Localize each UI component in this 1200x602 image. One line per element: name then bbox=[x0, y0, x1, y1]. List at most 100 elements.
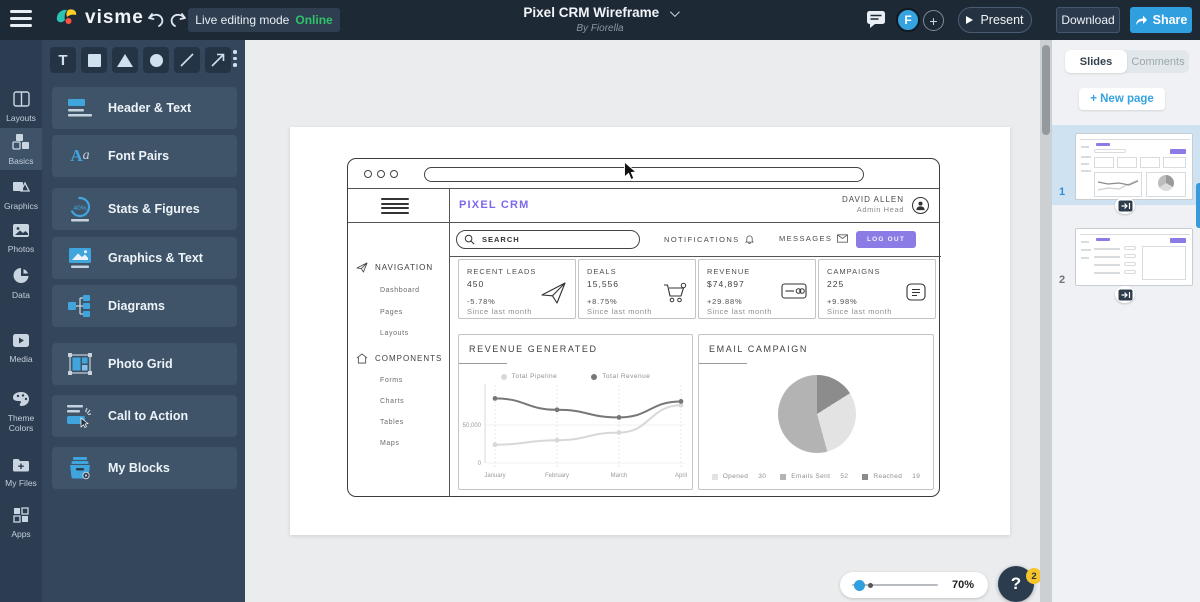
wireframe-nav-pages[interactable]: Pages bbox=[380, 309, 403, 316]
message-icon bbox=[906, 283, 926, 301]
title-underline bbox=[459, 363, 507, 364]
block-call-to-action[interactable]: Call to Action bbox=[52, 395, 237, 437]
wireframe-nav-tables[interactable]: Tables bbox=[380, 419, 404, 426]
block-photo-grid[interactable]: Photo Grid bbox=[52, 343, 237, 385]
zoom-slider-track[interactable] bbox=[852, 579, 938, 591]
tab-comments[interactable]: Comments bbox=[1131, 55, 1185, 68]
sidebar-item-basics[interactable]: Basics bbox=[0, 128, 42, 170]
wireframe-nav-dashboard[interactable]: Dashboard bbox=[380, 287, 420, 294]
photos-icon bbox=[13, 224, 29, 237]
chevron-down-icon[interactable] bbox=[669, 7, 680, 18]
document-title[interactable]: Pixel CRM Wireframe bbox=[523, 5, 660, 20]
sidebar-item-layouts[interactable]: Layouts bbox=[0, 86, 42, 126]
wireframe-user-avatar bbox=[912, 197, 929, 214]
user-avatar[interactable]: F bbox=[896, 8, 920, 32]
line-chart-legend: Total Pipeline Total Revenue bbox=[459, 373, 692, 380]
legend-swatch bbox=[862, 473, 869, 480]
text-tool-button[interactable]: T bbox=[50, 47, 76, 73]
slide-2-preview[interactable] bbox=[1075, 228, 1193, 286]
visme-logo-text: visme bbox=[85, 7, 144, 28]
stat-card-campaigns[interactable]: CAMPAIGNS 225 +9.98% Since last month bbox=[818, 259, 936, 319]
stat-card-deals[interactable]: DEALS 15,556 +8.75% Since last month bbox=[578, 259, 696, 319]
zoom-slider-handle[interactable] bbox=[854, 579, 865, 591]
scrollbar-thumb[interactable] bbox=[1042, 45, 1050, 135]
search-icon bbox=[464, 234, 475, 245]
svg-text:April: April bbox=[675, 473, 687, 479]
block-my-blocks[interactable]: My Blocks bbox=[52, 447, 237, 489]
wireframe-user-name: DAVID ALLEN bbox=[842, 195, 904, 204]
svg-text:January: January bbox=[484, 473, 505, 479]
tab-slides[interactable]: Slides bbox=[1065, 50, 1127, 73]
sidebar-item-media[interactable]: Media bbox=[0, 328, 42, 368]
sidebar-item-theme-colors[interactable]: Theme Colors bbox=[0, 386, 42, 438]
move-slide-button[interactable] bbox=[1115, 286, 1135, 303]
wireframe-nav-forms[interactable]: Forms bbox=[380, 377, 403, 384]
my-blocks-icon bbox=[52, 456, 108, 480]
hamburger-menu-icon[interactable] bbox=[10, 10, 32, 30]
legend-swatch bbox=[780, 473, 787, 480]
visme-logo[interactable]: visme bbox=[55, 7, 144, 29]
block-diagrams[interactable]: Diagrams bbox=[52, 285, 237, 327]
wireframe-nav-layouts[interactable]: Layouts bbox=[380, 330, 409, 337]
wireframe-dashboard[interactable]: PIXEL CRM DAVID ALLEN Admin Head SEARCH … bbox=[347, 158, 941, 497]
present-label: Present bbox=[980, 13, 1024, 27]
block-header-text[interactable]: Header & Text bbox=[52, 87, 237, 129]
triangle-icon bbox=[117, 53, 133, 67]
slide-thumbnail-1[interactable]: 1 bbox=[1052, 125, 1200, 205]
redo-button[interactable] bbox=[168, 10, 188, 30]
slide-1-preview[interactable] bbox=[1075, 133, 1193, 200]
pie-chart-legend: Opened 30 Emails Sent 52 Reached 19 bbox=[699, 473, 933, 480]
sidebar-item-my-files[interactable]: My Files bbox=[0, 452, 42, 492]
triangle-shape-button[interactable] bbox=[112, 47, 138, 73]
add-collaborator-button[interactable]: + bbox=[923, 10, 944, 31]
download-button[interactable]: Download bbox=[1056, 7, 1120, 33]
revenue-generated-card[interactable]: REVENUE GENERATED Total Pipeline Total R… bbox=[458, 334, 693, 490]
sidebar-item-apps[interactable]: Apps bbox=[0, 502, 42, 542]
home-icon bbox=[356, 353, 368, 364]
wireframe-nav-section-2: COMPONENTS bbox=[356, 353, 442, 364]
square-shape-button[interactable] bbox=[81, 47, 107, 73]
legend-swatch bbox=[711, 473, 718, 480]
move-slide-button[interactable] bbox=[1115, 197, 1135, 214]
vertical-scrollbar[interactable] bbox=[1040, 40, 1052, 602]
line-icon bbox=[180, 53, 194, 67]
line-tool-button[interactable] bbox=[174, 47, 200, 73]
undo-button[interactable] bbox=[146, 10, 166, 30]
stat-card-revenue[interactable]: REVENUE $74,897 +29.88% Since last month bbox=[698, 259, 816, 319]
wireframe-header: PIXEL CRM DAVID ALLEN Admin Head bbox=[348, 189, 939, 223]
share-button[interactable]: Share bbox=[1130, 7, 1192, 33]
circle-shape-button[interactable] bbox=[143, 47, 169, 73]
wireframe-search-input[interactable]: SEARCH bbox=[456, 230, 640, 249]
zoom-level: 70% bbox=[952, 579, 975, 591]
canvas-area[interactable]: PIXEL CRM DAVID ALLEN Admin Head SEARCH … bbox=[245, 40, 1040, 602]
pie-chart-title: EMAIL CAMPAIGN bbox=[709, 344, 808, 354]
wireframe-notifications[interactable]: NOTIFICATIONS bbox=[664, 234, 754, 244]
theme-colors-icon bbox=[13, 392, 29, 406]
play-icon bbox=[966, 16, 974, 24]
sidebar-item-data[interactable]: Data bbox=[0, 262, 42, 302]
wireframe-nav-charts[interactable]: Charts bbox=[380, 398, 405, 405]
slide-thumbnail-2[interactable]: 2 bbox=[1052, 218, 1200, 293]
stat-card-recent-leads[interactable]: RECENT LEADS 450 -5.78% Since last month bbox=[458, 259, 576, 319]
sidebar-item-photos[interactable]: Photos bbox=[0, 218, 42, 258]
my-files-icon bbox=[13, 458, 29, 472]
arrow-tool-button[interactable] bbox=[205, 47, 231, 73]
sidebar-item-graphics[interactable]: Graphics bbox=[0, 174, 42, 214]
wireframe-logout-button[interactable]: LOG OUT bbox=[856, 231, 916, 248]
live-editing-label: Live editing mode bbox=[195, 13, 290, 27]
wireframe-nav-maps[interactable]: Maps bbox=[380, 440, 400, 447]
comments-icon[interactable] bbox=[866, 10, 886, 29]
bell-icon bbox=[744, 235, 754, 244]
block-stats-figures[interactable]: 40% Stats & Figures bbox=[52, 188, 237, 230]
paper-plane-icon bbox=[541, 282, 566, 304]
email-campaign-card[interactable]: EMAIL CAMPAIGN Opened 30 Emails Sent 52 Re… bbox=[698, 334, 934, 490]
cart-icon bbox=[664, 282, 687, 303]
new-page-button[interactable]: + New page bbox=[1079, 88, 1165, 110]
block-graphics-text[interactable]: Graphics & Text bbox=[52, 237, 237, 279]
wireframe-messages[interactable]: MESSAGES bbox=[779, 234, 849, 243]
media-icon bbox=[13, 334, 29, 347]
more-tools-button[interactable] bbox=[233, 50, 237, 70]
present-button[interactable]: Present bbox=[958, 7, 1032, 33]
